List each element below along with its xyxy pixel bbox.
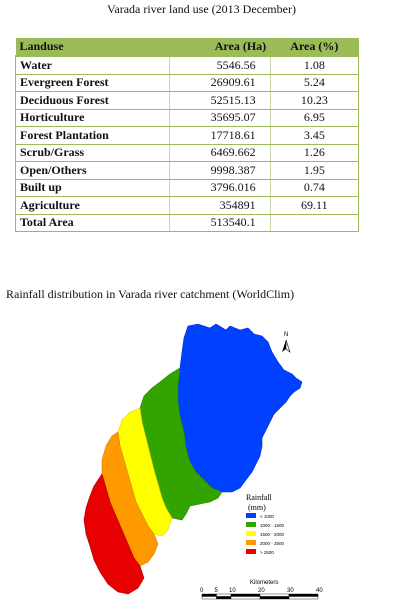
row-area-pct: 10.23	[269, 91, 360, 110]
row-area-pct: 1.26	[269, 144, 360, 162]
table-header-row: Landuse Area (Ha) Area (%)	[15, 38, 359, 57]
header-landuse: Landuse	[15, 38, 170, 57]
table-row-total: Total Area 513540.1	[15, 214, 360, 232]
row-area-ha: 3796.016	[168, 179, 271, 197]
row-area-ha: 26909.61	[168, 74, 271, 92]
legend-swatch	[246, 540, 256, 545]
row-area-ha: 17718.61	[168, 126, 271, 145]
scale-segment	[201, 593, 217, 597]
scale-segment	[259, 593, 290, 597]
row-area-ha: 354891	[168, 196, 271, 215]
row-area-pct: 5.24	[269, 74, 360, 92]
table-row: Forest Plantation 17718.61 3.45	[15, 126, 360, 145]
row-landuse: Agriculture	[15, 196, 170, 215]
scale-segment	[201, 596, 217, 600]
row-area-ha: 513540.1	[168, 214, 271, 232]
table-row: Horticulture 35695.07 6.95	[15, 109, 360, 127]
table-row: Evergreen Forest 26909.61 5.24	[15, 74, 360, 92]
row-landuse: Open/Others	[15, 161, 170, 180]
landuse-table: Landuse Area (Ha) Area (%) Water 5546.56…	[15, 38, 360, 232]
header-area-pct: Area (%)	[270, 38, 359, 57]
row-landuse: Forest Plantation	[15, 126, 170, 145]
scale-tick-label: 20	[258, 588, 265, 594]
row-area-pct	[269, 214, 360, 232]
row-landuse: Scrub/Grass	[15, 144, 170, 162]
rainfall-zone-2000-2500	[101, 431, 159, 567]
rainfall-zone-above-2500	[83, 473, 145, 595]
table-row: Agriculture 354891 69.11	[15, 196, 360, 215]
legend-label: 1000 - 1500	[260, 523, 285, 528]
legend-swatch	[246, 513, 256, 518]
north-arrow-icon	[282, 339, 291, 353]
scale-segment	[288, 593, 319, 597]
scale-bar: 0 5 10 20 30 40	[200, 588, 323, 600]
scale-segment	[259, 596, 290, 600]
north-label: N	[284, 332, 288, 338]
legend-label: 2000 - 2500	[260, 541, 285, 546]
scale-segment	[230, 596, 261, 600]
row-area-pct: 1.95	[269, 161, 360, 180]
row-area-ha: 5546.56	[168, 56, 271, 75]
row-area-ha: 6469.662	[168, 144, 271, 162]
row-landuse: Horticulture	[15, 109, 170, 127]
table-row: Scrub/Grass 6469.662 1.26	[15, 144, 360, 162]
scale-tick-label: 40	[316, 588, 323, 594]
header-area-ha: Area (Ha)	[169, 38, 271, 57]
legend-swatch	[246, 531, 256, 536]
row-landuse: Deciduous Forest	[15, 91, 170, 110]
legend-unit: (mm)	[248, 503, 266, 512]
legend-label: 1500 - 2000	[260, 532, 285, 537]
scale-segment	[216, 596, 232, 600]
scale-segment	[288, 596, 319, 600]
table-row: Water 5546.56 1.08	[15, 56, 360, 75]
table-row: Deciduous Forest 52515.13 10.23	[15, 91, 360, 110]
legend-label: < 1000	[260, 514, 274, 519]
scale-tick-label: 30	[287, 588, 294, 594]
scale-segment	[230, 593, 261, 597]
row-area-pct: 6.95	[269, 109, 360, 127]
legend-swatch	[246, 549, 256, 554]
scale-tick-label: 10	[229, 588, 236, 594]
scale-segment	[216, 593, 232, 597]
scale-tick-label: 5	[215, 588, 219, 594]
row-area-ha: 9998.387	[168, 161, 271, 180]
table-row: Built up 3796.016 0.74	[15, 179, 360, 197]
row-area-pct: 69.11	[269, 196, 360, 215]
row-landuse: Built up	[15, 179, 170, 197]
row-area-ha: 52515.13	[168, 91, 271, 110]
rainfall-map: N Rainfall (mm) < 1000 1000 - 1500 1500 - …	[83, 323, 323, 600]
map-caption: Rainfall distribution in Varada river ca…	[6, 287, 295, 301]
row-area-ha: 35695.07	[168, 109, 271, 127]
rainfall-legend: < 1000 1000 - 1500 1500 - 2000 2000 - 2500 >…	[246, 513, 285, 555]
scale-tick-label: 0	[200, 588, 204, 594]
row-landuse: Water	[15, 56, 170, 75]
table-row: Open/Others 9998.387 1.95	[15, 161, 360, 180]
legend-label: > 2500	[260, 550, 274, 555]
table-caption: Varada river land use (2013 December)	[107, 2, 296, 16]
legend-swatch	[246, 522, 256, 527]
scale-title: Kilometers	[250, 580, 278, 586]
row-landuse: Evergreen Forest	[15, 74, 170, 92]
row-area-pct: 1.08	[269, 56, 360, 75]
row-area-pct: 0.74	[269, 179, 360, 197]
legend-title: Rainfall	[246, 493, 273, 502]
row-area-pct: 3.45	[269, 126, 360, 145]
row-landuse: Total Area	[15, 214, 170, 232]
